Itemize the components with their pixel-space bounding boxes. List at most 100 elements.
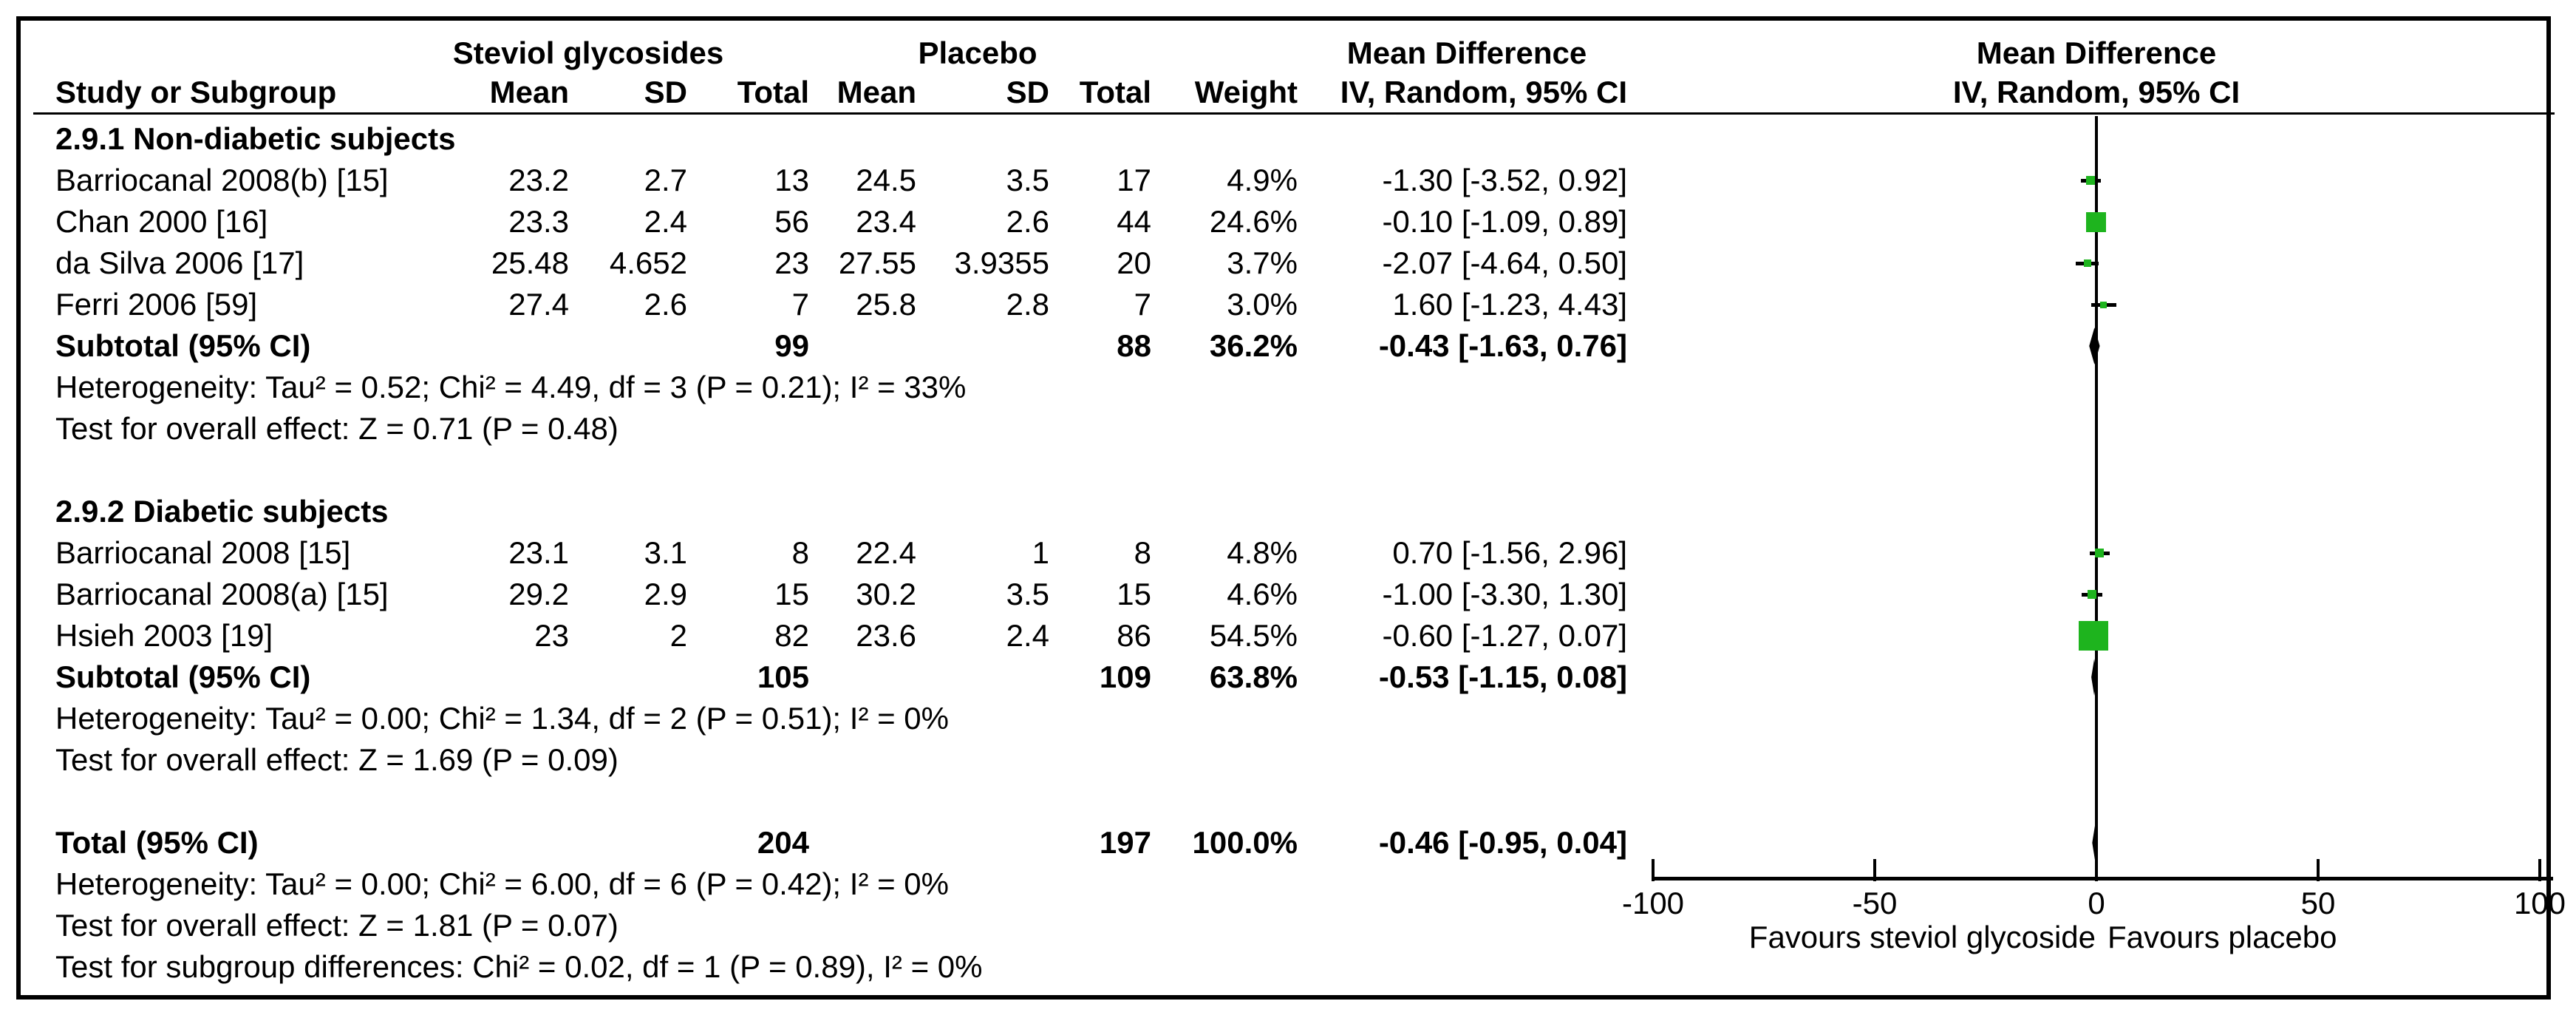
weight: 4.6% bbox=[1227, 577, 1298, 611]
study-row: Barriocanal 2008 [15] 23.1 3.1 8 22.4 1 … bbox=[0, 532, 2576, 574]
total1: 7 bbox=[791, 287, 809, 322]
sd2: 1 bbox=[1032, 535, 1049, 570]
x-axis-tick-label: 0 bbox=[2088, 886, 2105, 920]
study-row: da Silva 2006 [17] 25.48 4.652 23 27.55 … bbox=[0, 242, 2576, 284]
overall-effect-text: Test for overall effect: Z = 1.69 (P = 0… bbox=[55, 742, 619, 777]
total1: 82 bbox=[774, 618, 809, 653]
subtotal-total2: 109 bbox=[1099, 659, 1151, 694]
sd1: 2 bbox=[669, 618, 687, 653]
subgroup-differences-text: Test for subgroup differences: Chi² = 0.… bbox=[55, 949, 983, 984]
effect-estimate: -1.00 [-3.30, 1.30] bbox=[1382, 577, 1627, 611]
study-name: Hsieh 2003 [19] bbox=[55, 618, 273, 653]
weight: 4.9% bbox=[1227, 163, 1298, 197]
total2-col-header: Total bbox=[1079, 75, 1151, 109]
subgroup-heading: 2.9.2 Diabetic subjects bbox=[55, 494, 389, 529]
mean2: 23.4 bbox=[856, 204, 916, 239]
mean2: 22.4 bbox=[856, 535, 916, 570]
effect-square bbox=[2086, 176, 2096, 185]
heterogeneity-row: Heterogeneity: Tau² = 0.52; Chi² = 4.49,… bbox=[0, 367, 2576, 408]
total1-col-header: Total bbox=[737, 75, 809, 109]
mean2: 27.55 bbox=[838, 245, 916, 280]
x-axis-tick-label: -100 bbox=[1621, 886, 1685, 920]
subgroup-heading: 2.9.1 Non-diabetic subjects bbox=[55, 121, 456, 156]
total1: 56 bbox=[774, 204, 809, 239]
total-total1: 204 bbox=[757, 825, 809, 860]
subgroup2-heading-row: 2.9.2 Diabetic subjects bbox=[0, 491, 2576, 532]
mean2: 23.6 bbox=[856, 618, 916, 653]
overall-effect-row: Test for overall effect: Z = 1.81 (P = 0… bbox=[0, 905, 2576, 946]
x-axis-tick-label: -50 bbox=[1852, 886, 1898, 920]
x-axis-tick-label: 100 bbox=[2513, 886, 2566, 920]
study-name: da Silva 2006 [17] bbox=[55, 245, 304, 280]
subtotal-weight: 36.2% bbox=[1209, 328, 1298, 363]
pooled-diamond bbox=[2089, 328, 2100, 364]
header-row-1: Steviol glycosides Placebo Mean Differen… bbox=[0, 33, 2576, 74]
weight: 4.8% bbox=[1227, 535, 1298, 570]
overall-effect-row: Test for overall effect: Z = 0.71 (P = 0… bbox=[0, 408, 2576, 449]
sd1: 2.6 bbox=[644, 287, 687, 322]
total2: 15 bbox=[1117, 577, 1151, 611]
weight: 3.0% bbox=[1227, 287, 1298, 322]
mean2: 30.2 bbox=[856, 577, 916, 611]
effect-estimate: -1.30 [-3.52, 0.92] bbox=[1382, 163, 1627, 197]
study-row: Barriocanal 2008(b) [15] 23.2 2.7 13 24.… bbox=[0, 160, 2576, 201]
effect-square bbox=[2088, 590, 2096, 599]
favours-right-label: Favours placebo bbox=[2108, 920, 2337, 954]
subtotal-label: Subtotal (95% CI) bbox=[55, 328, 311, 363]
effect-estimate: 1.60 [-1.23, 4.43] bbox=[1392, 287, 1627, 322]
total2: 86 bbox=[1117, 618, 1151, 653]
total2: 7 bbox=[1134, 287, 1151, 322]
study-col-header: Study or Subgroup bbox=[55, 75, 337, 109]
effect-estimate: -2.07 [-4.64, 0.50] bbox=[1382, 245, 1627, 280]
overall-effect-text: Test for overall effect: Z = 1.81 (P = 0… bbox=[55, 908, 619, 943]
total2: 44 bbox=[1117, 204, 1151, 239]
effect-header-line1: Mean Difference bbox=[1346, 35, 1587, 70]
sd2: 3.5 bbox=[1006, 577, 1049, 611]
figure-frame bbox=[16, 16, 2551, 1000]
subgroup-differences-row: Test for subgroup differences: Chi² = 0.… bbox=[0, 946, 2576, 988]
x-axis-line bbox=[1652, 877, 2553, 880]
mean1: 29.2 bbox=[508, 577, 569, 611]
total-weight: 100.0% bbox=[1192, 825, 1298, 860]
weight: 3.7% bbox=[1227, 245, 1298, 280]
pooled-diamond bbox=[2091, 659, 2098, 696]
study-name: Barriocanal 2008(b) [15] bbox=[55, 163, 389, 197]
overall-effect-text: Test for overall effect: Z = 0.71 (P = 0… bbox=[55, 411, 619, 446]
mean2-col-header: Mean bbox=[836, 75, 916, 109]
group2-header: Placebo bbox=[918, 35, 1037, 70]
study-name: Barriocanal 2008(a) [15] bbox=[55, 577, 389, 611]
x-axis-tick bbox=[1873, 859, 1876, 881]
total1: 23 bbox=[774, 245, 809, 280]
subgroup1-heading-row: 2.9.1 Non-diabetic subjects bbox=[0, 118, 2576, 160]
x-axis-tick bbox=[2095, 859, 2098, 881]
subtotal-label: Subtotal (95% CI) bbox=[55, 659, 311, 694]
subtotal-weight: 63.8% bbox=[1209, 659, 1298, 694]
effect-square bbox=[2083, 259, 2091, 267]
study-name: Chan 2000 [16] bbox=[55, 204, 268, 239]
subtotal-row: Subtotal (95% CI) 105 109 63.8% -0.53 [-… bbox=[0, 656, 2576, 698]
heterogeneity-text: Heterogeneity: Tau² = 0.00; Chi² = 6.00,… bbox=[55, 866, 949, 901]
mean1: 23.1 bbox=[508, 535, 569, 570]
heterogeneity-text: Heterogeneity: Tau² = 0.00; Chi² = 1.34,… bbox=[55, 701, 949, 736]
group1-header: Steviol glycosides bbox=[452, 35, 724, 70]
subtotal-total1: 105 bbox=[757, 659, 809, 694]
effect-header-line2: IV, Random, 95% CI bbox=[1340, 75, 1627, 109]
effect-square bbox=[2085, 211, 2106, 232]
sd1: 2.4 bbox=[644, 204, 687, 239]
subtotal-effect: -0.43 [-1.63, 0.76] bbox=[1378, 328, 1627, 363]
mean1: 23.2 bbox=[508, 163, 569, 197]
sd1: 2.7 bbox=[644, 163, 687, 197]
subtotal-effect: -0.53 [-1.15, 0.08] bbox=[1378, 659, 1627, 694]
sd1: 4.652 bbox=[609, 245, 687, 280]
study-row: Hsieh 2003 [19] 23 2 82 23.6 2.4 86 54.5… bbox=[0, 615, 2576, 656]
mean1: 27.4 bbox=[508, 287, 569, 322]
x-axis-tick-label: 50 bbox=[2300, 886, 2336, 920]
mean1-col-header: Mean bbox=[489, 75, 569, 109]
weight: 54.5% bbox=[1209, 618, 1298, 653]
sd2: 2.6 bbox=[1006, 204, 1049, 239]
heterogeneity-row: Heterogeneity: Tau² = 0.00; Chi² = 1.34,… bbox=[0, 698, 2576, 739]
total-label: Total (95% CI) bbox=[55, 825, 259, 860]
effect-estimate: 0.70 [-1.56, 2.96] bbox=[1392, 535, 1627, 570]
pooled-diamond bbox=[2092, 824, 2099, 861]
